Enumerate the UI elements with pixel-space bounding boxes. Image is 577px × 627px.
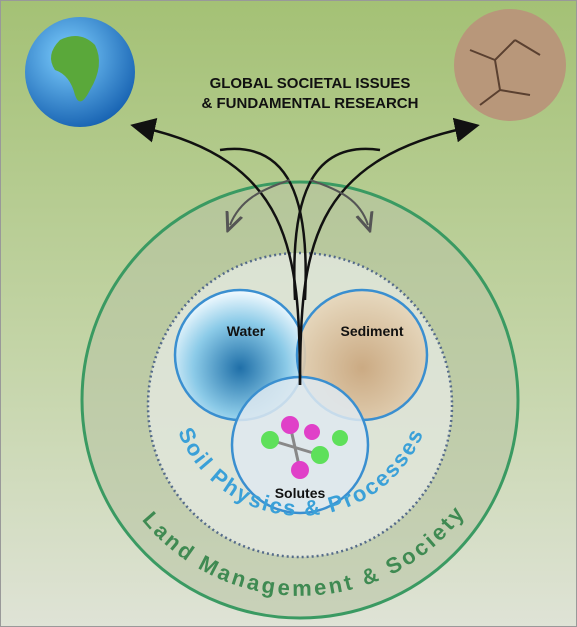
dry-soil <box>454 9 566 121</box>
node-label: Solutes <box>275 485 326 501</box>
node-label: Sediment <box>340 323 403 339</box>
header-line: & FUNDAMENTAL RESEARCH <box>202 95 419 112</box>
continent <box>51 36 99 102</box>
arrows <box>130 117 480 386</box>
molecule <box>261 416 348 479</box>
cracks <box>469 39 541 106</box>
node-label: Water <box>227 323 266 339</box>
header-line: GLOBAL SOCIETAL ISSUES <box>210 75 411 92</box>
